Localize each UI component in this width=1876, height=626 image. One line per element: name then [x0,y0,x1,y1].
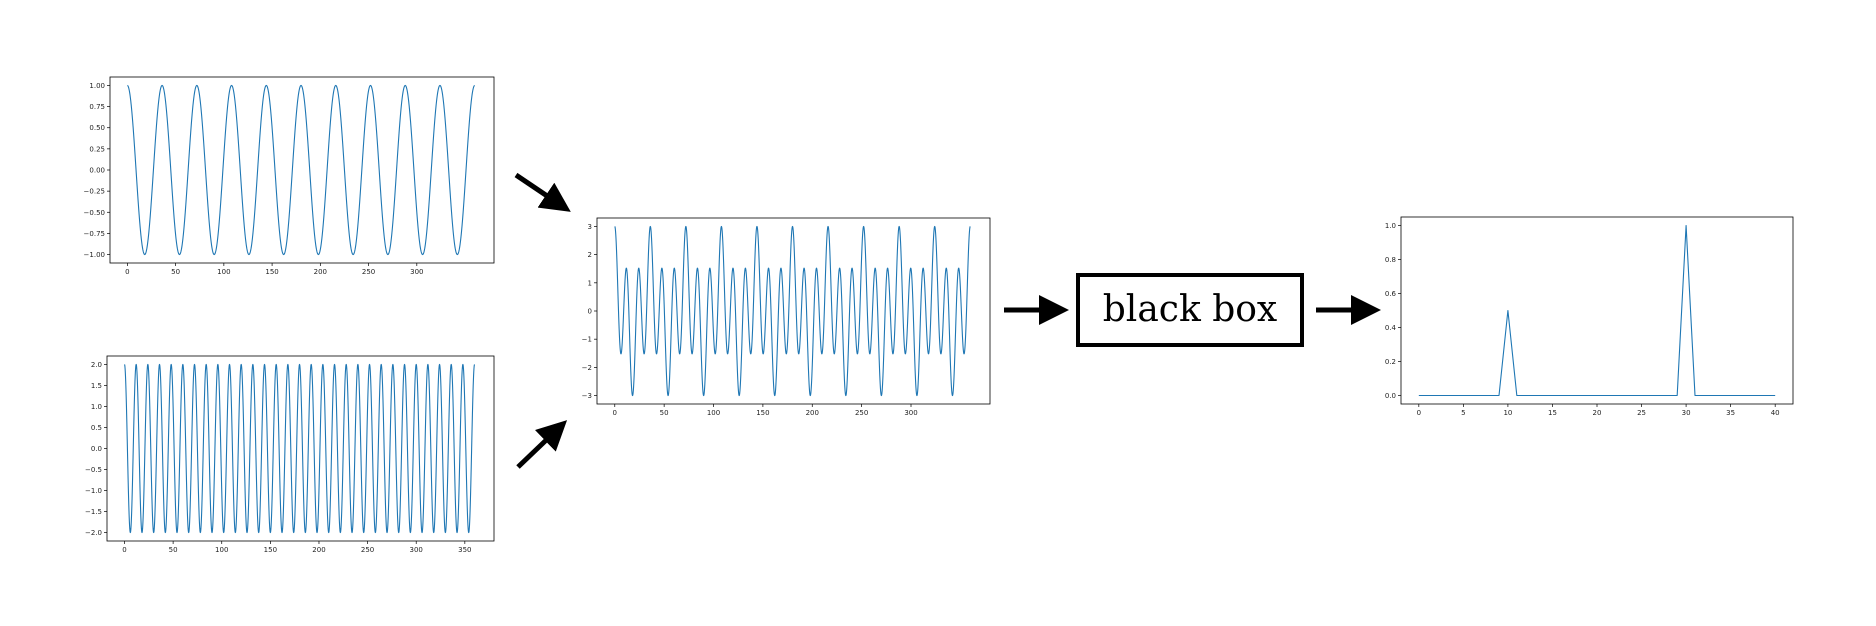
x-tick-label: 5 [1461,409,1465,417]
y-tick-label: 1.00 [89,82,105,90]
x-tick-label: 100 [217,268,230,276]
x-tick-label: 10 [1503,409,1512,417]
y-tick-label: 0.6 [1385,290,1397,298]
x-tick-label: 200 [806,409,819,417]
x-tick-label: 300 [904,409,917,417]
x-tick-label: 0 [613,409,617,417]
x-tick-label: 250 [855,409,868,417]
x-tick-label: 0 [125,268,129,276]
y-tick-label: 0.75 [89,103,105,111]
y-tick-label: 0 [588,308,592,316]
x-tick-label: 250 [361,546,374,554]
x-tick-label: 250 [362,268,375,276]
y-tick-label: −1 [582,336,592,344]
plot-frame [109,76,495,264]
x-tick-label: 0 [1417,409,1421,417]
series-line [614,225,971,397]
x-tick-label: 350 [458,546,471,554]
x-tick-label: 50 [660,409,669,417]
y-tick-label: −2 [582,364,592,372]
frequency-spectrum-plot: 0 5 10 15 20 25 30 35 40 0.0 0.2 0.4 0.6 0.8 1.0 [1385,216,1794,417]
y-tick-label: −0.5 [85,466,102,474]
x-tick-label: 50 [169,546,178,554]
high-frequency-cosine-plot: 0 50 100 150 200 250 300 350 −2.0 −1.5 −1.0 −0.5 0.0… [85,355,495,554]
x-tick-label: 300 [410,268,423,276]
x-tick-label: 40 [1771,409,1780,417]
y-tick-label: −0.50 [84,209,105,217]
cosine-signal-plot: 0 50 100 150 200 250 300 −1.00 −0.75 −0.50 −0.25 0.… [84,76,495,276]
y-tick-label: 1.0 [91,403,102,411]
y-tick-label: 1.0 [1385,222,1396,230]
x-tick-label: 100 [707,409,720,417]
y-tick-label: −2.0 [85,529,102,537]
black-box-label: black box [1103,289,1277,330]
y-tick-label: 3 [588,223,592,231]
x-tick-label: 25 [1637,409,1646,417]
y-tick-label: 0.8 [1385,256,1396,264]
x-tick-label: 0 [122,546,126,554]
x-tick-label: 15 [1548,409,1557,417]
x-tick-label: 30 [1682,409,1691,417]
y-tick-label: 2.0 [91,361,102,369]
x-tick-label: 20 [1593,409,1602,417]
y-tick-label: −1.0 [85,487,102,495]
y-tick-label: 0.2 [1385,358,1396,366]
x-tick-label: 300 [410,546,423,554]
y-tick-label: 0.5 [91,424,102,432]
y-tick-label: 1.5 [91,382,102,390]
arrow-top-to-sum [514,172,571,212]
x-tick-label: 200 [312,546,325,554]
x-tick-label: 100 [215,546,228,554]
y-tick-label: −0.25 [84,188,105,196]
y-tick-label: 0.0 [91,445,102,453]
x-tick-label: 150 [756,409,769,417]
arrow-bottom-to-sum [516,420,568,469]
y-tick-label: −1.00 [84,251,105,259]
x-tick-label: 150 [264,546,277,554]
y-tick-label: 0.4 [1385,324,1397,332]
y-tick-label: 0.50 [89,124,105,132]
y-tick-label: 0.25 [89,145,105,153]
series-line [127,84,476,256]
series-line [1418,224,1776,397]
y-tick-label: 1 [588,279,592,287]
y-tick-label: −0.75 [84,230,105,238]
y-tick-label: 0.00 [89,167,105,175]
plot-frame [1400,216,1794,405]
y-tick-label: 2 [588,251,592,259]
y-tick-label: 0.0 [1385,392,1396,400]
x-tick-label: 50 [171,268,180,276]
x-tick-label: 200 [314,268,327,276]
black-box: black box [1076,273,1304,347]
black-box-border [1076,273,1304,347]
y-tick-label: −3 [582,392,592,400]
x-tick-label: 150 [265,268,278,276]
y-tick-label: −1.5 [85,508,102,516]
x-tick-label: 35 [1726,409,1735,417]
combined-signal-plot: 0 50 100 150 200 250 300 −3 −2 −1 0 1 2 3 [582,217,991,417]
series-line [123,363,476,534]
